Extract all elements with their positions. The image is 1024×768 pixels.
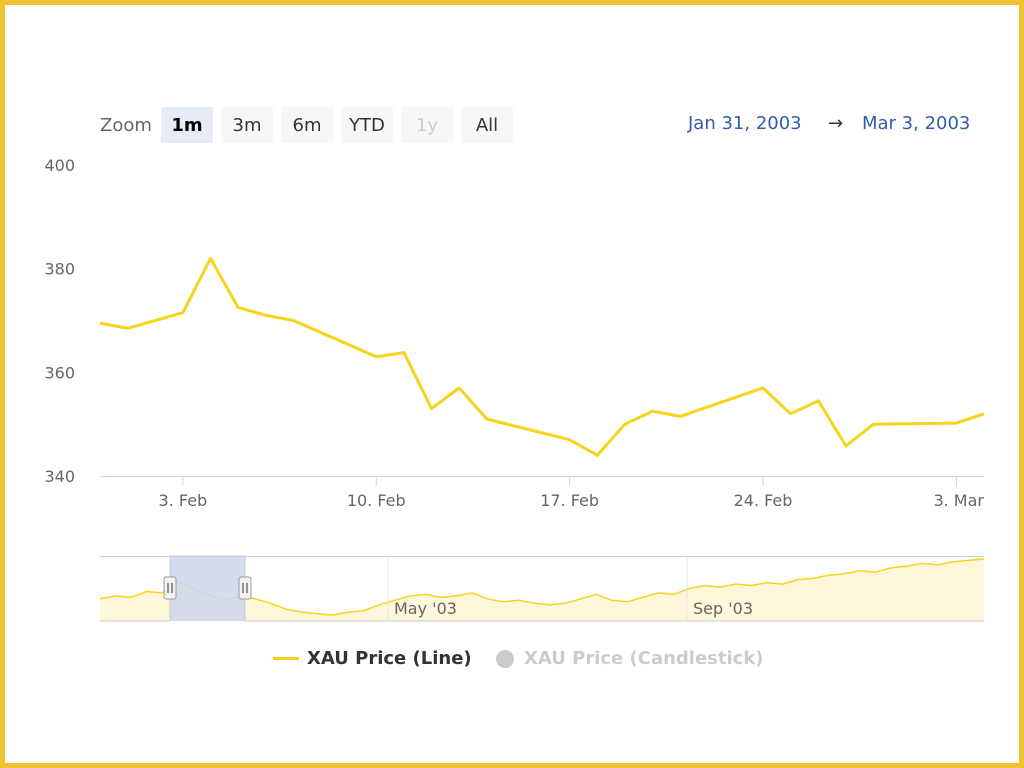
legend-line-item[interactable]: XAU Price (Line) — [273, 648, 472, 669]
x-tick-label: 3. Feb — [159, 491, 208, 510]
y-tick-label: 360 — [44, 363, 75, 382]
zoom-3m-button[interactable]: 3m — [221, 107, 273, 143]
legend-line-label: XAU Price (Line) — [307, 648, 472, 669]
zoom-1y-button[interactable]: 1y — [401, 107, 453, 143]
legend-candlestick-label: XAU Price (Candlestick) — [524, 648, 764, 669]
navigator-outline — [100, 555, 984, 622]
y-tick-label: 340 — [44, 467, 75, 486]
range-separator: → — [828, 113, 844, 134]
x-tick-label: 17. Feb — [540, 491, 599, 510]
navigator-label: Sep '03 — [693, 599, 753, 618]
x-tick-label: 3. Mar — [933, 491, 984, 510]
x-tick-label: 10. Feb — [347, 491, 406, 510]
navigator-selection[interactable] — [170, 556, 245, 621]
y-tick-label: 380 — [44, 260, 75, 279]
zoom-all-button[interactable]: All — [461, 107, 513, 143]
zoom-ytd-button[interactable]: YTD — [341, 107, 393, 143]
y-tick-label: 400 — [44, 156, 75, 175]
navigator-area — [100, 559, 984, 621]
price-line[interactable] — [99, 256, 985, 457]
x-tick-label: 24. Feb — [734, 491, 793, 510]
zoom-6m-button[interactable]: 6m — [281, 107, 333, 143]
range-to-input[interactable]: Mar 3, 2003 — [862, 113, 971, 134]
legend-candlestick-item[interactable]: XAU Price (Candlestick) — [496, 648, 764, 669]
zoom-label: Zoom — [100, 115, 152, 136]
navigator-right-handle[interactable] — [238, 576, 252, 600]
line-series-icon — [273, 657, 299, 660]
candlestick-series-icon — [496, 649, 514, 668]
navigator-label: May '03 — [394, 599, 457, 618]
range-from-input[interactable]: Jan 31, 2003 — [688, 113, 802, 134]
zoom-1m-button[interactable]: 1m — [161, 107, 213, 143]
navigator-left-handle[interactable] — [163, 576, 177, 600]
